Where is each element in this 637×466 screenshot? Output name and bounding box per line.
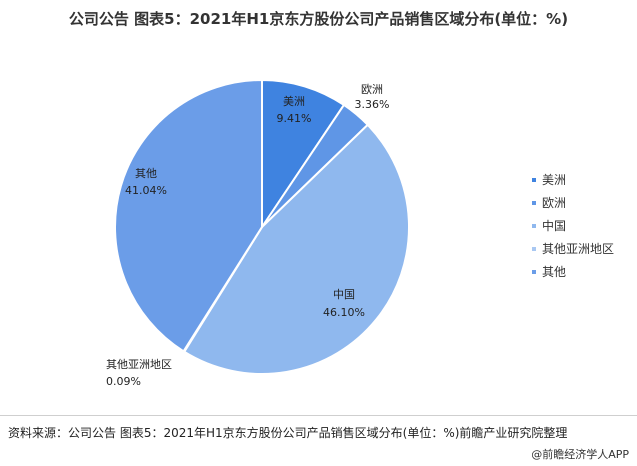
chart-title: 公司公告 图表5：2021年H1京东方股份公司产品销售区域分布(单位：%) [68,10,569,28]
credit-text: @前瞻经济学人APP [531,448,629,461]
slice-labels: 美洲 9.41% 欧洲 3.36% 中国 46.10% 其他亚洲地区 0.09% 其他 41.04… [106,83,389,388]
legend: 美洲 欧洲 中国 其他亚洲地区 其他 [532,168,614,283]
legend-label: 其他 [542,265,567,279]
pie-slice-americas [261,78,346,231]
pie-slices [114,78,410,375]
slice-value-china: 46.10% [323,306,365,319]
pie-slice-china [182,123,410,375]
slice-label-other-asia: 其他亚洲地区 [106,358,172,371]
legend-item-other-asia: 其他亚洲地区 [532,237,614,260]
legend-swatch [532,177,536,182]
slice-value-europe: 3.36% [355,98,390,111]
source-note: 资料来源：公司公告 图表5：2021年H1京东方股份公司产品销售区域分布(单位：… [8,426,568,440]
legend-label: 其他亚洲地区 [542,242,615,256]
slice-label-china: 中国 [333,288,355,301]
legend-item-china: 中国 [532,214,614,237]
legend-label: 欧洲 [542,196,567,210]
slice-label-europe: 欧洲 [361,83,383,96]
slice-value-americas: 9.41% [277,112,312,125]
pie-slice-other [114,78,263,353]
legend-swatch [532,200,536,205]
legend-item-americas: 美洲 [532,168,614,191]
legend-swatch [532,246,536,251]
legend-item-other: 其他 [532,260,614,283]
footer-divider [0,415,637,416]
legend-label: 中国 [542,219,567,233]
legend-item-europe: 欧洲 [532,191,614,214]
legend-swatch [532,223,536,228]
slice-value-other-asia: 0.09% [106,375,141,388]
slice-value-other: 41.04% [125,184,167,197]
pie-chart: 美洲 9.41% 欧洲 3.36% 中国 46.10% 其他亚洲地区 0.09% 其他 41.04… [106,78,410,388]
slice-label-americas: 美洲 [283,95,305,108]
slice-label-other: 其他 [135,167,157,180]
legend-label: 美洲 [542,173,567,187]
legend-swatch [532,269,536,274]
